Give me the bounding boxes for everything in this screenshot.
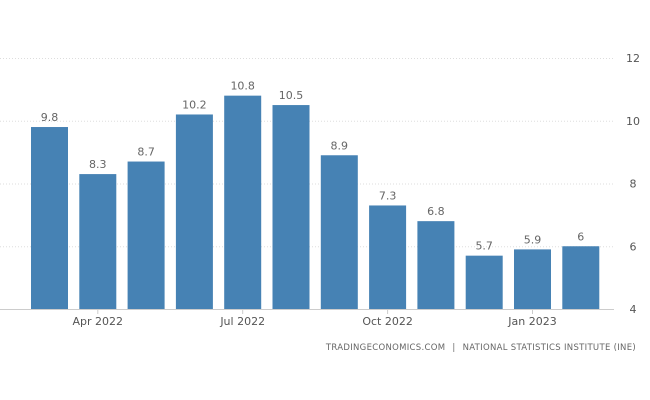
x-tick-label: Apr 2022 [73, 315, 124, 328]
source-provider: NATIONAL STATISTICS INSTITUTE (INE) [462, 343, 636, 353]
y-tick-label: 6 [630, 240, 637, 253]
bar [224, 95, 262, 310]
bar-value-label: 6.8 [427, 205, 445, 218]
y-tick-label: 12 [626, 52, 640, 65]
bar-value-label: 9.8 [41, 111, 59, 124]
bar-value-label: 5.7 [475, 240, 493, 253]
bar [465, 255, 503, 309]
bar [562, 246, 600, 309]
bar [514, 249, 551, 309]
source-attribution: TRADINGECONOMICS.COM | NATIONAL STATISTI… [326, 343, 636, 353]
bar [31, 127, 68, 310]
bar-value-label: 6 [577, 230, 584, 243]
bar-value-label: 8.9 [331, 139, 349, 152]
x-tick-label: Oct 2022 [362, 315, 413, 328]
y-tick-label: 4 [630, 303, 637, 316]
x-axis-tick-labels: Apr 2022 Jul 2022 Oct 2022 Jan 2023 [73, 315, 557, 328]
bar [417, 221, 455, 309]
bar [320, 155, 358, 309]
y-tick-label: 8 [630, 178, 637, 191]
bar-value-label: 10.8 [230, 80, 255, 93]
source-site: TRADINGECONOMICS.COM [325, 343, 446, 353]
x-axis-ticks [97, 309, 533, 314]
source-separator: | [452, 343, 456, 353]
bar [79, 174, 117, 309]
bars [31, 95, 600, 310]
bar [175, 114, 213, 309]
bar-value-label: 5.9 [524, 233, 542, 246]
data-labels: 9.8 8.3 8.7 10.2 10.8 10.5 8.9 7.3 6.8 5.7 5.9 6 [41, 80, 585, 253]
bar [272, 105, 310, 309]
x-tick-label: Jul 2022 [219, 315, 265, 328]
y-axis-tick-labels: 4 6 8 10 12 [626, 52, 640, 316]
x-tick-label: Jan 2023 [507, 315, 556, 328]
bar-value-label: 7.3 [379, 189, 397, 202]
bar-value-label: 8.3 [89, 158, 107, 171]
bar-value-label: 10.5 [279, 89, 304, 102]
bar [127, 161, 165, 309]
y-tick-label: 10 [626, 115, 640, 128]
bar [369, 205, 407, 309]
bar-value-label: 8.7 [137, 146, 155, 159]
bar-value-label: 10.2 [182, 98, 207, 111]
